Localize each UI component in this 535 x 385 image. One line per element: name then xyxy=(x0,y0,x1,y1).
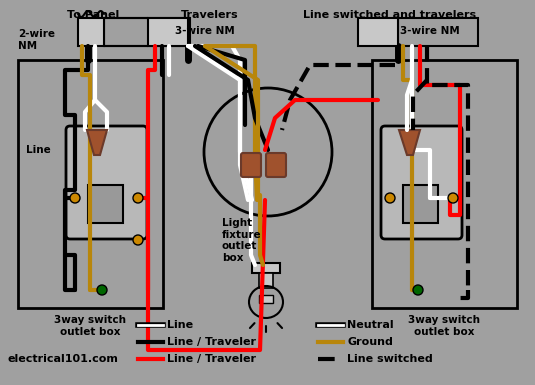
Text: Line / Traveler: Line / Traveler xyxy=(167,354,256,364)
Text: Neutral: Neutral xyxy=(347,320,394,330)
Text: Light
fixture
outlet
box: Light fixture outlet box xyxy=(222,218,262,263)
Text: To Panel: To Panel xyxy=(67,10,119,20)
Text: Line switched and travelers: Line switched and travelers xyxy=(303,10,477,20)
Circle shape xyxy=(385,193,395,203)
Text: Ground: Ground xyxy=(347,337,393,347)
Text: 3way switch
outlet box: 3way switch outlet box xyxy=(54,315,126,336)
Circle shape xyxy=(448,193,458,203)
Polygon shape xyxy=(399,130,420,155)
Bar xyxy=(259,273,273,288)
Text: electrical101.com: electrical101.com xyxy=(8,354,119,364)
Circle shape xyxy=(133,193,143,203)
Text: Line switched: Line switched xyxy=(347,354,433,364)
Circle shape xyxy=(413,285,423,295)
Text: Line / Traveler: Line / Traveler xyxy=(167,337,256,347)
Text: 3way switch
outlet box: 3way switch outlet box xyxy=(408,315,480,336)
FancyBboxPatch shape xyxy=(381,126,462,239)
Text: 3-wire NM: 3-wire NM xyxy=(400,26,460,36)
Circle shape xyxy=(133,235,143,245)
Text: Line: Line xyxy=(167,320,193,330)
Bar xyxy=(104,18,190,46)
Text: Travelers: Travelers xyxy=(181,10,239,20)
Polygon shape xyxy=(87,130,107,155)
Text: Line: Line xyxy=(26,145,51,155)
Bar xyxy=(78,18,104,46)
Bar xyxy=(252,263,280,273)
Text: 3-wire NM: 3-wire NM xyxy=(175,26,235,36)
Circle shape xyxy=(70,193,80,203)
Bar xyxy=(148,18,188,46)
Bar xyxy=(259,295,273,303)
FancyBboxPatch shape xyxy=(66,126,147,239)
Bar xyxy=(88,185,123,223)
FancyBboxPatch shape xyxy=(266,153,286,177)
Circle shape xyxy=(97,285,107,295)
Bar xyxy=(18,60,163,308)
Bar xyxy=(358,18,398,46)
Text: 2-wire
NM: 2-wire NM xyxy=(18,29,55,51)
Bar xyxy=(398,18,478,46)
FancyBboxPatch shape xyxy=(241,153,261,177)
Bar xyxy=(372,60,517,308)
Bar xyxy=(403,185,438,223)
